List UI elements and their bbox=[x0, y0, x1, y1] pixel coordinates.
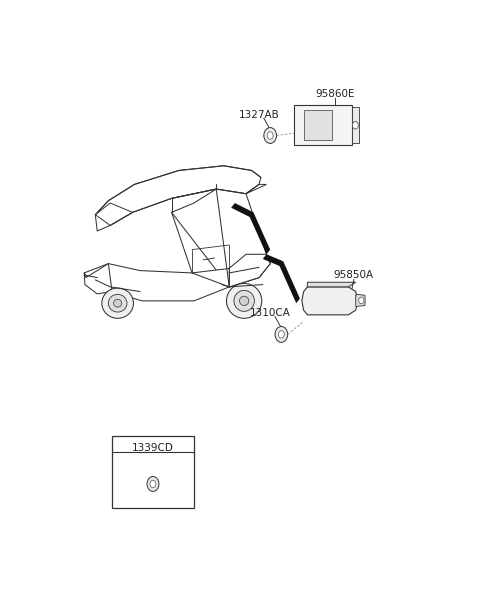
Circle shape bbox=[359, 297, 364, 304]
Text: 95850A: 95850A bbox=[334, 270, 374, 280]
Polygon shape bbox=[231, 203, 270, 254]
Polygon shape bbox=[356, 295, 365, 307]
Polygon shape bbox=[172, 189, 270, 287]
Polygon shape bbox=[84, 264, 112, 294]
Polygon shape bbox=[96, 166, 261, 231]
Bar bbox=[294, 105, 352, 145]
Circle shape bbox=[352, 122, 359, 129]
Text: 95860E: 95860E bbox=[315, 88, 355, 99]
Circle shape bbox=[267, 132, 273, 139]
Text: 1310CA: 1310CA bbox=[250, 307, 290, 318]
Bar bbox=[112, 436, 194, 508]
Circle shape bbox=[278, 331, 284, 338]
Circle shape bbox=[150, 480, 156, 488]
Ellipse shape bbox=[102, 288, 133, 318]
Polygon shape bbox=[96, 203, 132, 226]
Circle shape bbox=[275, 327, 288, 342]
Ellipse shape bbox=[227, 283, 262, 318]
Ellipse shape bbox=[114, 299, 122, 307]
Circle shape bbox=[264, 128, 276, 143]
Polygon shape bbox=[263, 254, 300, 303]
Polygon shape bbox=[246, 185, 266, 194]
Ellipse shape bbox=[108, 295, 127, 312]
Polygon shape bbox=[229, 254, 270, 287]
Circle shape bbox=[147, 477, 159, 491]
Bar bbox=[304, 110, 332, 140]
Text: 1339CD: 1339CD bbox=[132, 443, 174, 453]
Polygon shape bbox=[302, 287, 358, 315]
Polygon shape bbox=[307, 282, 356, 287]
Polygon shape bbox=[84, 254, 270, 301]
Text: 1327AB: 1327AB bbox=[239, 110, 279, 120]
Ellipse shape bbox=[240, 296, 249, 306]
Bar bbox=[352, 107, 359, 143]
Ellipse shape bbox=[234, 290, 254, 312]
